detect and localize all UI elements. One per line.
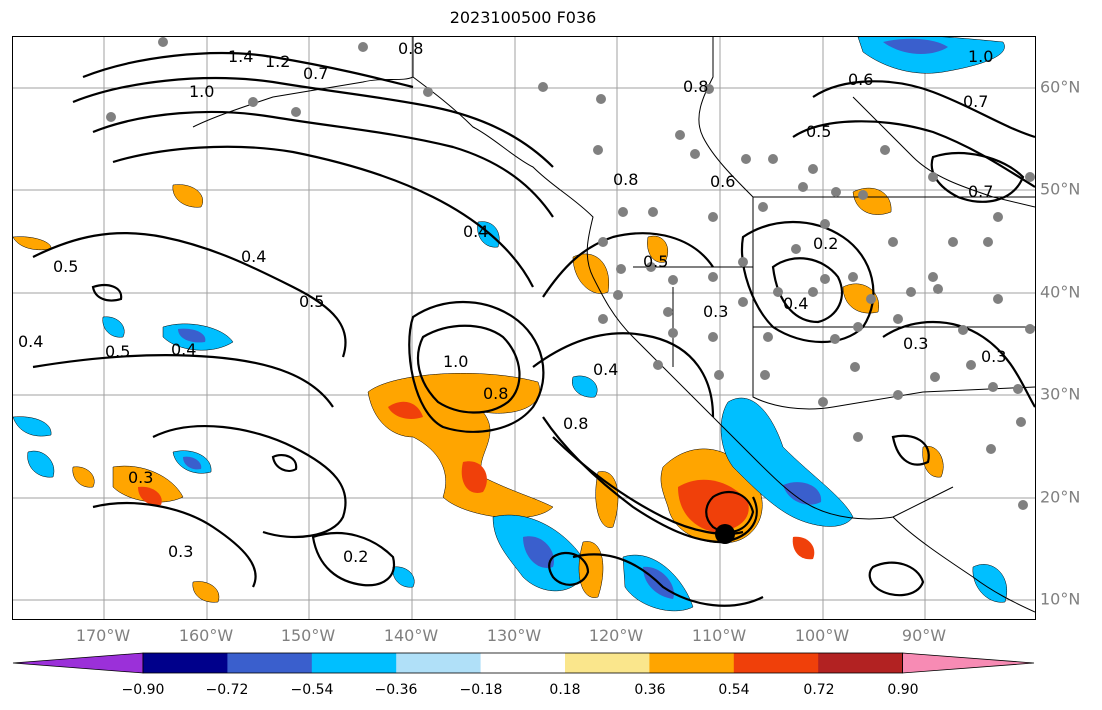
- contour-label: 0.7: [968, 182, 993, 201]
- contour-label: 0.6: [710, 172, 735, 191]
- colorbar-tick-label: 0.18: [549, 682, 581, 698]
- contour-label: 0.5: [806, 122, 831, 141]
- contour-label: 1.2: [265, 52, 290, 71]
- colorbar-tick-label: −0.54: [290, 682, 334, 698]
- colorbar-tick-label: −0.72: [205, 682, 249, 698]
- lon-label: 150°W: [280, 626, 336, 645]
- colorbar-tick-label: 0.72: [803, 682, 835, 698]
- colorbar-tick-label: −0.90: [121, 682, 165, 698]
- colorbar-extend-low: [12, 652, 144, 674]
- contour-label: 0.7: [963, 92, 988, 111]
- contour-label: 0.3: [903, 334, 928, 353]
- contour-label: 0.4: [241, 247, 266, 266]
- map-panel: 1.4 1.2 0.7 1.0 0.8 0.8 0.6 0.5 0.7 1.0 …: [12, 36, 1036, 620]
- colorbar-tick-label: −0.36: [374, 682, 418, 698]
- lon-label: 110°W: [691, 626, 747, 645]
- colorbar-segment: [818, 653, 904, 673]
- lat-label: 60°N: [1040, 77, 1081, 97]
- contour-label: 1.0: [189, 82, 214, 101]
- contour-label: 0.4: [593, 360, 618, 379]
- contour-label: 0.4: [463, 222, 488, 241]
- contour-label: 0.2: [813, 234, 838, 253]
- colorbar-frame: [142, 652, 903, 674]
- contour-label: 1.0: [968, 47, 993, 66]
- contour-label: 0.8: [683, 77, 708, 96]
- contour-label: 0.5: [105, 342, 130, 361]
- colorbar-segment: [227, 653, 313, 673]
- contour-label: 0.6: [848, 70, 873, 89]
- contour-label: 0.3: [128, 468, 153, 487]
- contour-label: 0.8: [563, 414, 588, 433]
- contour-label: 0.4: [783, 294, 808, 313]
- contour-label: 0.4: [171, 340, 196, 359]
- lon-label: 170°W: [75, 626, 131, 645]
- lon-label: 100°W: [794, 626, 850, 645]
- contour-label: 0.8: [398, 39, 423, 58]
- colorbar-segment: [143, 653, 228, 673]
- colorbar: [12, 652, 1035, 674]
- contour-label: 0.3: [168, 542, 193, 561]
- colorbar-segment: [396, 653, 482, 673]
- lon-label: 160°W: [178, 626, 234, 645]
- colorbar-segments: [12, 652, 1035, 674]
- lat-label: 40°N: [1040, 282, 1081, 302]
- contour-label: 0.2: [343, 547, 368, 566]
- colorbar-tick-label: 0.36: [634, 682, 666, 698]
- colorbar-segment: [733, 653, 819, 673]
- colorbar-segment: [480, 653, 566, 673]
- lat-label: 30°N: [1040, 384, 1081, 404]
- contour-label-group: 1.4 1.2 0.7 1.0 0.8 0.8 0.6 0.5 0.7 1.0 …: [18, 39, 1006, 566]
- lon-label: 130°W: [486, 626, 542, 645]
- lat-label: 50°N: [1040, 179, 1081, 199]
- contour-label: 0.7: [303, 64, 328, 83]
- contour-label: 0.8: [483, 384, 508, 403]
- colorbar-tick-label: −0.18: [459, 682, 503, 698]
- colorbar-tick-label: 0.54: [718, 682, 750, 698]
- contour-label: 0.3: [981, 347, 1006, 366]
- colorbar-segment: [649, 653, 735, 673]
- lon-label: 140°W: [383, 626, 439, 645]
- colorbar-segment: [311, 653, 397, 673]
- contour-label: 0.8: [613, 170, 638, 189]
- contour-label: 1.0: [443, 352, 468, 371]
- contour-label: 0.5: [53, 257, 78, 276]
- lat-label: 20°N: [1040, 487, 1081, 507]
- colorbar-segment: [565, 653, 650, 673]
- lat-label: 10°N: [1040, 589, 1081, 609]
- storm-center-marker: [715, 524, 735, 544]
- shaded-anomalies: [13, 37, 1007, 612]
- map-canvas: 1.4 1.2 0.7 1.0 0.8 0.8 0.6 0.5 0.7 1.0 …: [13, 37, 1035, 619]
- lon-label: 90°W: [901, 626, 947, 645]
- lon-label: 120°W: [588, 626, 644, 645]
- colorbar-extend-high: [902, 652, 1035, 674]
- contour-label: 0.5: [299, 292, 324, 311]
- contour-label: 0.3: [703, 302, 728, 321]
- station-markers: [106, 37, 1035, 510]
- plot-title: 2023100500 F036: [449, 8, 597, 27]
- contours: [32, 51, 1035, 607]
- contour-label: 1.4: [228, 47, 253, 66]
- contour-label: 0.4: [18, 332, 43, 351]
- contour-label: 0.5: [643, 252, 668, 271]
- colorbar-tick-label: 0.90: [887, 682, 919, 698]
